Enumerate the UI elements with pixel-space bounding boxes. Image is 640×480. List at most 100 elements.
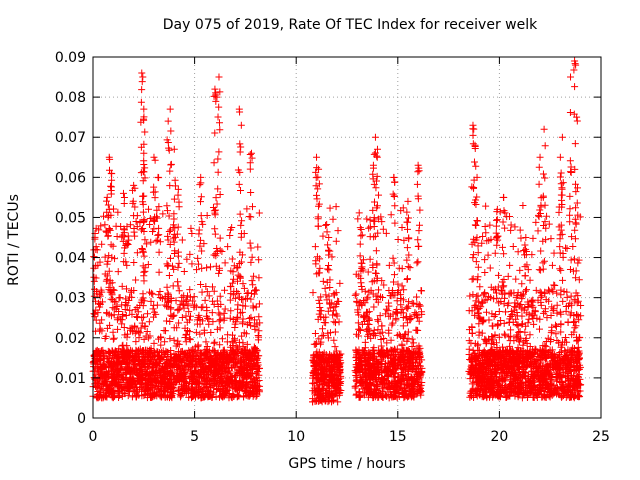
data-point bbox=[170, 336, 178, 344]
data-point bbox=[226, 296, 234, 304]
data-point bbox=[121, 366, 129, 374]
data-point bbox=[548, 261, 556, 269]
data-point bbox=[183, 255, 191, 263]
data-point bbox=[178, 236, 186, 244]
data-point bbox=[238, 308, 246, 316]
data-point bbox=[518, 280, 526, 288]
data-point bbox=[571, 226, 579, 234]
data-point bbox=[115, 308, 123, 316]
data-point bbox=[567, 292, 575, 300]
data-point bbox=[534, 227, 542, 235]
data-point bbox=[146, 215, 154, 223]
data-point bbox=[150, 313, 158, 321]
data-point bbox=[356, 224, 364, 232]
data-point bbox=[123, 285, 131, 293]
data-point bbox=[512, 275, 520, 283]
data-point bbox=[332, 203, 340, 211]
data-point bbox=[363, 215, 371, 223]
data-point bbox=[100, 212, 108, 220]
data-point bbox=[358, 231, 366, 239]
data-point bbox=[176, 301, 184, 309]
data-point bbox=[535, 325, 543, 333]
data-point bbox=[181, 388, 189, 396]
data-point bbox=[166, 317, 174, 325]
data-point bbox=[234, 263, 242, 271]
data-point bbox=[240, 284, 248, 292]
data-point bbox=[502, 308, 510, 316]
data-point bbox=[221, 286, 229, 294]
data-point bbox=[247, 213, 255, 221]
data-point bbox=[188, 229, 196, 237]
data-point bbox=[251, 316, 259, 324]
data-point bbox=[416, 221, 424, 229]
data-point bbox=[234, 392, 242, 400]
data-point bbox=[332, 237, 340, 245]
data-point bbox=[365, 224, 373, 232]
data-point bbox=[379, 225, 387, 233]
data-point bbox=[197, 236, 205, 244]
data-point bbox=[145, 318, 153, 326]
data-point bbox=[111, 380, 119, 388]
data-point bbox=[194, 254, 202, 262]
data-point bbox=[96, 325, 104, 333]
data-point bbox=[199, 364, 207, 372]
data-point bbox=[114, 268, 122, 276]
data-point bbox=[514, 248, 522, 256]
data-point bbox=[173, 324, 181, 332]
data-point bbox=[525, 315, 533, 323]
data-point bbox=[326, 204, 334, 212]
data-point bbox=[557, 328, 565, 336]
data-point bbox=[146, 220, 154, 228]
data-point bbox=[486, 221, 494, 229]
data-point bbox=[382, 229, 390, 237]
data-point bbox=[154, 382, 162, 390]
data-point bbox=[354, 215, 362, 223]
data-point bbox=[183, 292, 191, 300]
data-point bbox=[354, 319, 362, 327]
data-point bbox=[97, 286, 105, 294]
data-point bbox=[135, 385, 143, 393]
data-point bbox=[203, 342, 211, 350]
data-point bbox=[243, 205, 251, 213]
data-point bbox=[220, 372, 228, 380]
data-point bbox=[518, 320, 526, 328]
data-point bbox=[96, 303, 104, 311]
data-point bbox=[482, 308, 490, 316]
data-point bbox=[200, 326, 208, 334]
data-point bbox=[133, 249, 141, 257]
data-point bbox=[163, 283, 171, 291]
data-point bbox=[331, 319, 339, 327]
data-point bbox=[166, 226, 174, 234]
data-point bbox=[136, 329, 144, 337]
data-point bbox=[147, 289, 155, 297]
data-point bbox=[249, 281, 257, 289]
data-point bbox=[255, 327, 263, 335]
data-point bbox=[108, 363, 116, 371]
data-point bbox=[226, 314, 234, 322]
data-point bbox=[202, 338, 210, 346]
data-point bbox=[388, 321, 396, 329]
data-point bbox=[215, 309, 223, 317]
data-point bbox=[246, 239, 254, 247]
data-point bbox=[403, 304, 411, 312]
data-point bbox=[116, 294, 124, 302]
data-point bbox=[243, 289, 251, 297]
data-point bbox=[192, 303, 200, 311]
data-point bbox=[216, 341, 224, 349]
data-point bbox=[175, 287, 183, 295]
data-point bbox=[334, 398, 342, 406]
data-point bbox=[243, 340, 251, 348]
data-point bbox=[370, 233, 378, 241]
data-point bbox=[206, 263, 214, 271]
data-point bbox=[109, 328, 117, 336]
data-point bbox=[331, 343, 339, 351]
data-point bbox=[190, 293, 198, 301]
data-point bbox=[121, 390, 129, 398]
data-point bbox=[210, 339, 218, 347]
data-point bbox=[134, 308, 142, 316]
data-point bbox=[513, 312, 521, 320]
data-point bbox=[109, 304, 117, 312]
data-point bbox=[394, 236, 402, 244]
data-point bbox=[550, 281, 558, 289]
data-point bbox=[553, 289, 561, 297]
